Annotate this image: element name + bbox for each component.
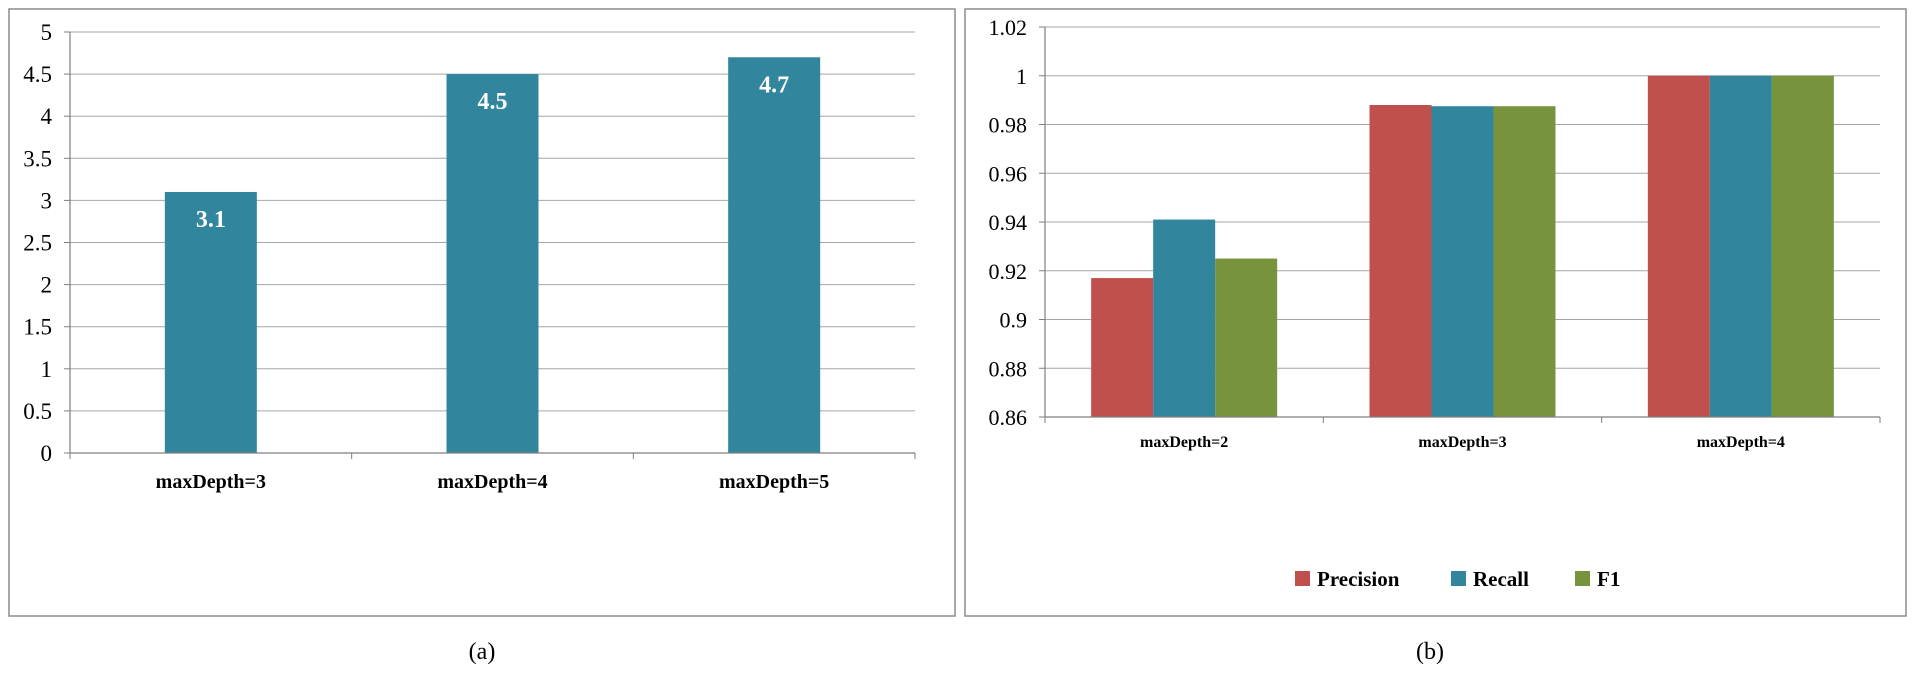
y-tick-label: 0.96 <box>989 161 1028 186</box>
bar-f1 <box>1493 106 1556 417</box>
data-label: 4.5 <box>478 89 508 115</box>
bar-f1 <box>1771 75 1834 417</box>
bar <box>164 191 257 454</box>
panel-b-caption: (b) <box>1416 639 1444 665</box>
panel-a-data-labels: 3.1 4.5 4.7 <box>196 72 789 233</box>
bar-recall <box>1709 75 1772 417</box>
y-tick-label: 1 <box>1016 64 1027 89</box>
x-tick-label: maxDepth=3 <box>156 471 266 493</box>
x-tick-label: maxDepth=5 <box>719 471 829 493</box>
y-tick-label: 1 <box>41 357 53 382</box>
y-tick-label: 4.5 <box>23 62 52 87</box>
bar-precision <box>1091 278 1154 417</box>
panel-a-bars <box>164 57 821 454</box>
x-tick-label: maxDepth=3 <box>1418 434 1506 451</box>
legend-swatch <box>1575 571 1590 586</box>
bar-f1 <box>1215 258 1278 417</box>
y-tick-label: 2 <box>41 273 53 298</box>
x-tick-label: maxDepth=4 <box>437 471 547 493</box>
bar-precision <box>1647 75 1710 417</box>
panel-a-x-axis: maxDepth=3 maxDepth=4 maxDepth=5 <box>69 452 916 493</box>
y-tick-label: 0.98 <box>989 113 1028 138</box>
bar-precision <box>1369 105 1432 417</box>
y-tick-label: 0.86 <box>989 405 1028 430</box>
y-tick-label: 0.92 <box>989 259 1028 284</box>
bar <box>728 57 821 453</box>
legend-swatch <box>1295 571 1310 586</box>
y-tick-label: 3 <box>41 188 53 213</box>
legend-label: Recall <box>1473 567 1529 591</box>
legend-label: F1 <box>1597 567 1620 591</box>
legend-swatch <box>1451 571 1466 586</box>
panel-a-y-axis: 0 0.5 1 1.5 2 2.5 3 3.5 4 4.5 5 <box>23 20 71 466</box>
y-tick-label: 1.5 <box>23 315 52 340</box>
y-tick-label: 3.5 <box>23 146 52 171</box>
panel-b-chart: 0.86 0.88 0.9 0.92 0.94 0.96 0.98 1 1.02 maxDept… <box>964 8 1907 617</box>
legend-label: Precision <box>1317 567 1400 591</box>
y-tick-label: 4 <box>41 104 53 129</box>
y-tick-label: 0.9 <box>1000 308 1028 333</box>
panel-b-y-axis: 0.86 0.88 0.9 0.92 0.94 0.96 0.98 1 1.02 <box>989 15 1046 430</box>
panel-a-caption: (a) <box>469 639 496 665</box>
data-label: 3.1 <box>196 207 226 233</box>
y-tick-label: 0.5 <box>23 399 52 424</box>
bar-recall <box>1153 219 1216 417</box>
panel-b-x-axis: maxDepth=2 maxDepth=3 maxDepth=4 <box>1044 416 1881 451</box>
y-tick-label: 0.88 <box>989 356 1028 381</box>
bar <box>446 74 539 453</box>
x-tick-label: maxDepth=2 <box>1140 434 1228 451</box>
y-tick-label: 1.02 <box>989 15 1028 40</box>
panel-a-chart: 0 0.5 1 1.5 2 2.5 3 3.5 4 4.5 5 3.1 4.5 4.7 maxDepth… <box>8 8 956 617</box>
y-tick-label: 0.94 <box>989 210 1028 235</box>
data-label: 4.7 <box>759 72 789 98</box>
panel-b-legend: Precision Recall F1 <box>1295 567 1620 591</box>
y-tick-label: 0 <box>41 441 53 466</box>
y-tick-label: 2.5 <box>23 231 52 256</box>
panel-b-bars <box>1091 75 1834 417</box>
y-tick-label: 5 <box>41 20 53 45</box>
bar-recall <box>1431 106 1494 417</box>
x-tick-label: maxDepth=4 <box>1697 434 1785 451</box>
